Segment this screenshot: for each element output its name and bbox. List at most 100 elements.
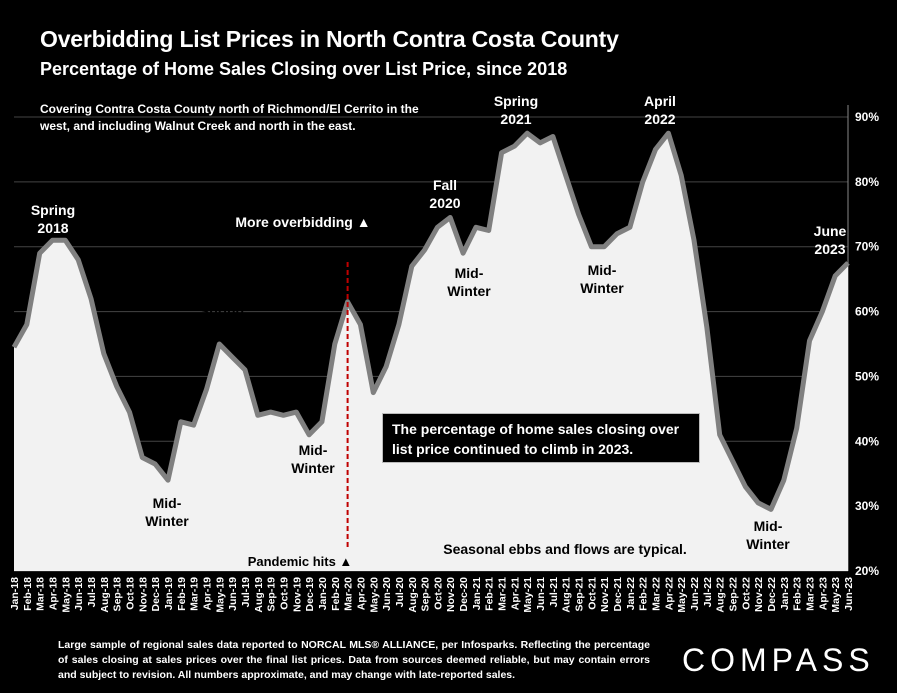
- x-tick-label: Sep-19: [266, 577, 278, 612]
- annotation-midwinter4: Mid-: [588, 262, 617, 278]
- x-tick-label: Aug-22: [715, 577, 727, 613]
- footer-note: Large sample of regional sales data repo…: [58, 639, 650, 681]
- x-tick-label: Jan-18: [9, 577, 21, 610]
- x-tick-label: Nov-19: [291, 577, 303, 612]
- x-tick-label: Aug-18: [99, 577, 111, 613]
- annotation-midwinter2: Mid-: [299, 442, 328, 458]
- annotation-midwinter5: Winter: [746, 536, 790, 552]
- x-tick-label: May-19: [214, 577, 226, 613]
- chart-subtitle: Percentage of Home Sales Closing over Li…: [40, 59, 568, 79]
- x-tick-label: Apr-18: [48, 577, 60, 610]
- annotation-midwinter4: Winter: [580, 280, 624, 296]
- x-tick-label: May-23: [830, 577, 842, 613]
- x-tick-label: Feb-23: [792, 577, 804, 611]
- y-tick-label: 70%: [855, 240, 879, 254]
- x-tick-label: Sep-20: [420, 577, 432, 612]
- y-tick-label: 80%: [855, 175, 879, 189]
- x-tick-label: Dec-19: [304, 577, 316, 612]
- x-tick-label: Apr-22: [663, 577, 675, 610]
- y-tick-label: 60%: [855, 305, 879, 319]
- x-tick-label: May-20: [368, 577, 380, 613]
- annotation-june2023: June: [814, 223, 847, 239]
- annotation-spring2019: 2019: [206, 321, 237, 337]
- x-tick-label: Nov-18: [137, 577, 149, 612]
- coverage-note: Covering Contra Costa County north of Ri…: [40, 102, 419, 133]
- x-tick-label: Aug-21: [561, 577, 573, 613]
- x-tick-label: Jul-19: [240, 577, 252, 608]
- annotation-midwinter2: Winter: [291, 460, 335, 476]
- annotation-more_overbidding: More overbidding ▲: [235, 214, 370, 230]
- annotation-midwinter1: Winter: [145, 513, 189, 529]
- annotation-midwinter1: Mid-: [153, 495, 182, 511]
- y-tick-label: 30%: [855, 499, 879, 513]
- x-tick-label: Oct-20: [432, 577, 444, 610]
- annotation-fall2020: Fall: [433, 177, 457, 193]
- x-tick-label: Apr-19: [202, 577, 214, 610]
- x-tick-label: Feb-22: [638, 577, 650, 611]
- annotation-spring2018: Spring: [31, 202, 75, 218]
- x-tick-label: Nov-22: [753, 577, 765, 612]
- x-tick-label: Jul-18: [86, 577, 98, 608]
- compass-logo: COMPASS: [682, 642, 875, 678]
- annotation-pandemic: Pandemic hits ▲: [248, 554, 353, 569]
- x-tick-label: Mar-22: [651, 577, 663, 611]
- x-tick-label: Dec-21: [612, 577, 624, 612]
- x-tick-label: Aug-19: [253, 577, 265, 613]
- x-tick-label: Sep-22: [728, 577, 740, 612]
- x-tick-label: Dec-22: [766, 577, 778, 612]
- x-tick-label: Jan-20: [317, 577, 329, 610]
- x-tick-label: Nov-20: [445, 577, 457, 612]
- x-tick-label: May-18: [60, 577, 72, 613]
- x-tick-label: Oct-19: [278, 577, 290, 610]
- x-tick-label: Mar-19: [189, 577, 201, 611]
- y-tick-label: 40%: [855, 434, 879, 448]
- x-tick-label: Jun-18: [73, 577, 85, 611]
- x-tick-label: Mar-23: [805, 577, 817, 611]
- x-tick-label: Mar-20: [343, 577, 355, 611]
- x-tick-label: Jun-21: [535, 577, 547, 611]
- x-tick-label: Jan-23: [779, 577, 791, 610]
- x-tick-label: Jul-20: [394, 577, 406, 608]
- annotation-midwinter3: Mid-: [455, 265, 484, 281]
- annotations: Spring 2018 Mid- Winter Spring 2019 Mid- Winter…: [31, 93, 847, 569]
- y-tick-label: 50%: [855, 369, 879, 383]
- annotation-april2022: 2022: [644, 111, 675, 127]
- annotation-midwinter3: Winter: [447, 283, 491, 299]
- x-tick-label: Feb-21: [484, 577, 496, 611]
- x-tick-label: Dec-20: [458, 577, 470, 612]
- annotation-spring2018: 2018: [37, 220, 68, 236]
- annotation-midwinter5: Mid-: [754, 518, 783, 534]
- y-tick-label: 20%: [855, 564, 879, 578]
- x-tick-label: Jul-22: [702, 577, 714, 608]
- y-axis-ticks: 20% 30% 40% 50% 60% 70% 80% 90%: [855, 110, 879, 578]
- x-tick-label: Jan-22: [625, 577, 637, 610]
- x-tick-label: Sep-18: [112, 577, 124, 612]
- line-series: [11, 130, 850, 512]
- x-tick-label: Jul-21: [548, 577, 560, 608]
- annotation-spring2021: 2021: [500, 111, 531, 127]
- x-tick-label: Oct-18: [125, 577, 137, 610]
- annotation-spring2021: Spring: [494, 93, 538, 109]
- callout-box: The percentage of home sales closing ove…: [382, 413, 700, 463]
- x-tick-label: Oct-21: [586, 577, 598, 610]
- annotation-april2022: April: [644, 93, 676, 109]
- x-tick-label: Feb-18: [22, 577, 34, 611]
- annotation-seasonal: Seasonal ebbs and flows are typical.: [443, 541, 687, 557]
- x-tick-label: May-21: [522, 577, 534, 613]
- annotation-june2023: 2023: [814, 241, 845, 257]
- x-tick-label: Jun-22: [689, 577, 701, 611]
- x-tick-label: Jun-19: [227, 577, 239, 611]
- annotation-fall2020: 2020: [429, 195, 460, 211]
- x-axis-ticks: Jan-18 Feb-18 Mar-18 Apr-18 May-18 Jun-18 Jul-…: [9, 577, 855, 613]
- x-tick-label: Feb-20: [330, 577, 342, 611]
- x-tick-label: Jan-19: [163, 577, 175, 610]
- x-tick-label: Jun-20: [381, 577, 393, 611]
- x-tick-label: May-22: [676, 577, 688, 613]
- x-tick-label: Oct-22: [740, 577, 752, 610]
- x-tick-label: Dec-18: [150, 577, 162, 612]
- x-tick-label: Jan-21: [471, 577, 483, 610]
- x-tick-label: Mar-21: [497, 577, 509, 611]
- x-tick-label: Feb-19: [176, 577, 188, 611]
- x-tick-label: Aug-20: [407, 577, 419, 613]
- x-tick-label: Apr-20: [355, 577, 367, 610]
